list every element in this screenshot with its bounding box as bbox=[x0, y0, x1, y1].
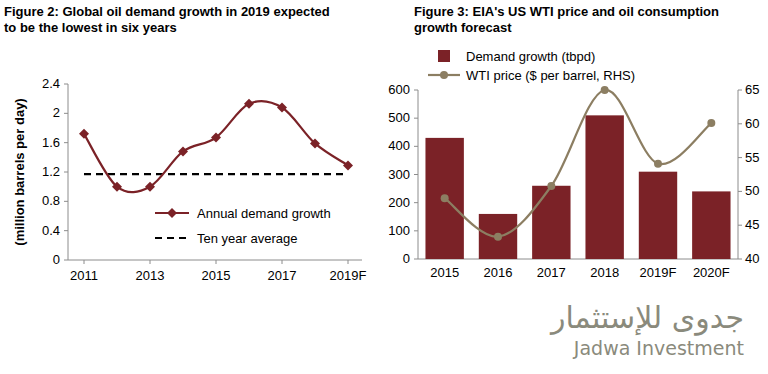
y-tick bbox=[64, 113, 68, 114]
y-tick bbox=[64, 230, 68, 231]
y-tick-label: 0 bbox=[53, 252, 60, 267]
y-tick-label: 600 bbox=[388, 82, 410, 97]
y-tick-label: 1.2 bbox=[42, 164, 60, 179]
x-tick-label: 2011 bbox=[70, 268, 98, 283]
y-tick-label: 100 bbox=[388, 223, 410, 238]
marker bbox=[112, 182, 122, 192]
y2-tick-label: 50 bbox=[745, 183, 759, 198]
y-tick bbox=[414, 146, 418, 147]
chart-title: Figure 3: EIA's US WTI price and oil con… bbox=[414, 4, 759, 36]
marker bbox=[547, 182, 555, 190]
y-tick bbox=[414, 90, 418, 91]
y2-tick-label: 45 bbox=[745, 217, 759, 232]
y2-tick-label: 40 bbox=[745, 251, 759, 266]
bar bbox=[532, 186, 570, 259]
x-axis bbox=[68, 260, 362, 261]
y2-tick bbox=[738, 123, 742, 124]
y2-tick-label: 55 bbox=[745, 150, 759, 165]
marker bbox=[244, 99, 254, 109]
marker bbox=[441, 194, 449, 202]
y2-tick-label: 60 bbox=[745, 116, 759, 131]
chart-title: Figure 2: Global oil demand growth in 20… bbox=[4, 4, 334, 36]
y-tick-label: 500 bbox=[388, 110, 410, 125]
plot-area bbox=[425, 86, 730, 259]
x-tick-label: 2015 bbox=[430, 265, 459, 280]
x-tick-label: 2019F bbox=[640, 265, 677, 280]
bar bbox=[585, 115, 623, 259]
y-tick bbox=[64, 260, 68, 261]
legend-label: Annual demand growth bbox=[197, 206, 331, 221]
series-line bbox=[84, 173, 348, 175]
y-tick-label: 200 bbox=[388, 195, 410, 210]
y2-tick bbox=[738, 259, 742, 260]
x-tick-label: 2016 bbox=[484, 265, 513, 280]
x-tick bbox=[84, 260, 85, 264]
legend-swatch bbox=[438, 50, 450, 62]
y-tick-label: 0 bbox=[403, 251, 410, 266]
x-tick-label: 2019F bbox=[330, 268, 367, 283]
marker bbox=[654, 160, 662, 168]
y-tick bbox=[64, 201, 68, 202]
y-axis-label: (million barrels per day) bbox=[12, 98, 27, 245]
marker bbox=[707, 119, 715, 127]
marker bbox=[277, 102, 287, 112]
x-tick-label: 2020F bbox=[693, 265, 730, 280]
logo-arabic: جدوى للإستثمار bbox=[551, 300, 744, 335]
marker bbox=[79, 129, 89, 139]
y-tick bbox=[64, 84, 68, 85]
y-tick bbox=[414, 202, 418, 203]
y-tick-label: 400 bbox=[388, 138, 410, 153]
x-tick bbox=[282, 260, 283, 264]
marker bbox=[211, 133, 221, 143]
bar bbox=[479, 214, 517, 259]
y2-tick bbox=[738, 157, 742, 158]
x-tick bbox=[348, 260, 349, 264]
x-axis bbox=[418, 259, 738, 260]
marker bbox=[310, 138, 320, 148]
x-tick-label: 2018 bbox=[590, 265, 619, 280]
legend-label: WTI price ($ per barrel, RHS) bbox=[466, 68, 635, 83]
y-tick bbox=[64, 172, 68, 173]
bar bbox=[692, 191, 730, 259]
y-tick bbox=[414, 259, 418, 260]
y-tick-label: 0.8 bbox=[42, 193, 60, 208]
legend-line bbox=[155, 237, 189, 239]
y-tick bbox=[414, 230, 418, 231]
y2-tick bbox=[738, 225, 742, 226]
legend-label: Ten year average bbox=[197, 231, 297, 246]
y-tick-label: 0.4 bbox=[42, 223, 60, 238]
x-tick-label: 2015 bbox=[202, 268, 231, 283]
series-line bbox=[84, 101, 348, 192]
y2-tick bbox=[738, 191, 742, 192]
marker bbox=[145, 182, 155, 192]
x-tick-label: 2013 bbox=[136, 268, 165, 283]
y2-axis bbox=[738, 90, 739, 259]
y2-tick-label: 65 bbox=[745, 82, 759, 97]
y-tick-label: 300 bbox=[388, 167, 410, 182]
marker bbox=[440, 71, 448, 79]
logo-english: Jadwa Investment bbox=[574, 337, 744, 359]
y-tick-label: 2 bbox=[53, 105, 60, 120]
x-tick-label: 2017 bbox=[537, 265, 566, 280]
x-tick bbox=[150, 260, 151, 264]
y-tick bbox=[414, 118, 418, 119]
y-tick bbox=[414, 174, 418, 175]
y2-tick bbox=[738, 90, 742, 91]
legend-label: Demand growth (tbpd) bbox=[466, 49, 595, 64]
marker bbox=[343, 160, 353, 170]
marker bbox=[178, 146, 188, 156]
marker bbox=[601, 86, 609, 94]
y-tick-label: 2.4 bbox=[42, 76, 60, 91]
bar bbox=[425, 138, 463, 259]
series-line bbox=[445, 90, 712, 237]
stage: 0 0.4 0.8 1.2 1.6 2 2.4 2011 2013 2015 2017 2019F (m… bbox=[0, 0, 768, 374]
y-tick-label: 1.6 bbox=[42, 135, 60, 150]
bar bbox=[639, 172, 677, 259]
marker bbox=[494, 233, 502, 241]
x-tick bbox=[216, 260, 217, 264]
x-tick-label: 2017 bbox=[268, 268, 297, 283]
marker bbox=[167, 208, 177, 218]
plot-area bbox=[79, 99, 353, 192]
y-tick bbox=[64, 142, 68, 143]
